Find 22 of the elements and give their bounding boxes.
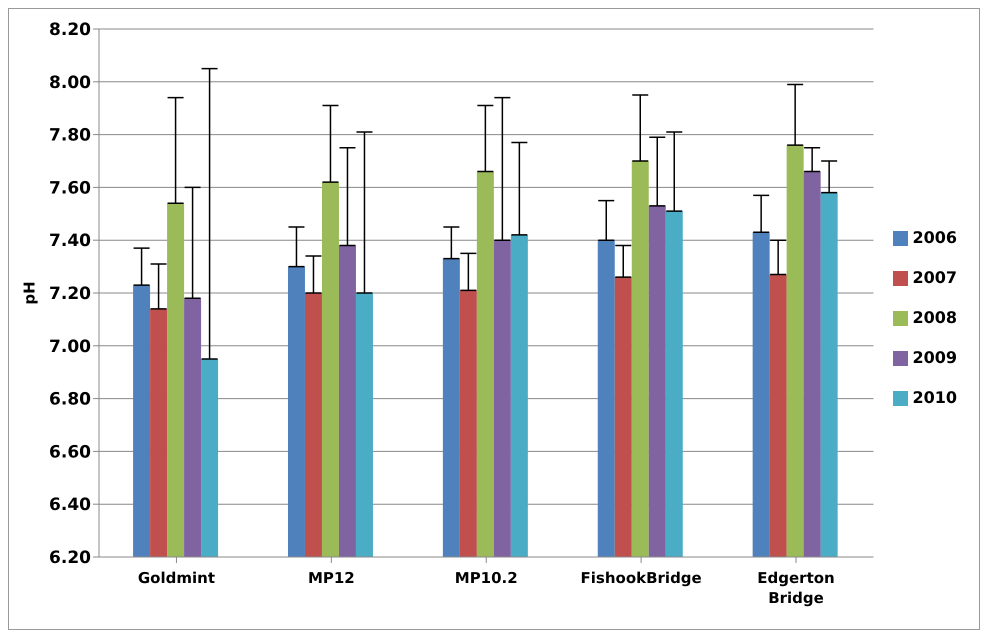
x-tick-label: MP12 (308, 569, 355, 587)
legend-label: 2006 (912, 228, 957, 247)
y-tick-label: 8.00 (49, 72, 92, 93)
x-tick-label: FishookBridge (580, 569, 702, 587)
y-tick-label: 6.80 (49, 390, 92, 410)
y-tick-label: 7.80 (49, 126, 92, 146)
legend-label: 2009 (912, 348, 957, 367)
legend-label: 2008 (912, 308, 957, 327)
x-tick-label: MP10.2 (454, 569, 518, 587)
y-tick-label: 6.20 (49, 548, 92, 568)
legend-label: 2010 (912, 388, 957, 407)
y-tick-label: 6.40 (49, 495, 92, 516)
x-tick-label: Edgerton Bridge (757, 569, 835, 607)
y-tick-label: 8.20 (49, 20, 92, 40)
y-tick-label: 6.60 (49, 442, 92, 462)
y-tick-label: 7.40 (49, 231, 92, 252)
x-tick-label: Goldmint (138, 569, 216, 587)
y-tick-label: 7.60 (49, 178, 92, 198)
y-tick-label: 7.20 (49, 284, 92, 304)
y-tick-label: 7.00 (49, 336, 92, 357)
y-axis-title: pH (20, 281, 38, 305)
legend-label: 2007 (912, 268, 957, 287)
